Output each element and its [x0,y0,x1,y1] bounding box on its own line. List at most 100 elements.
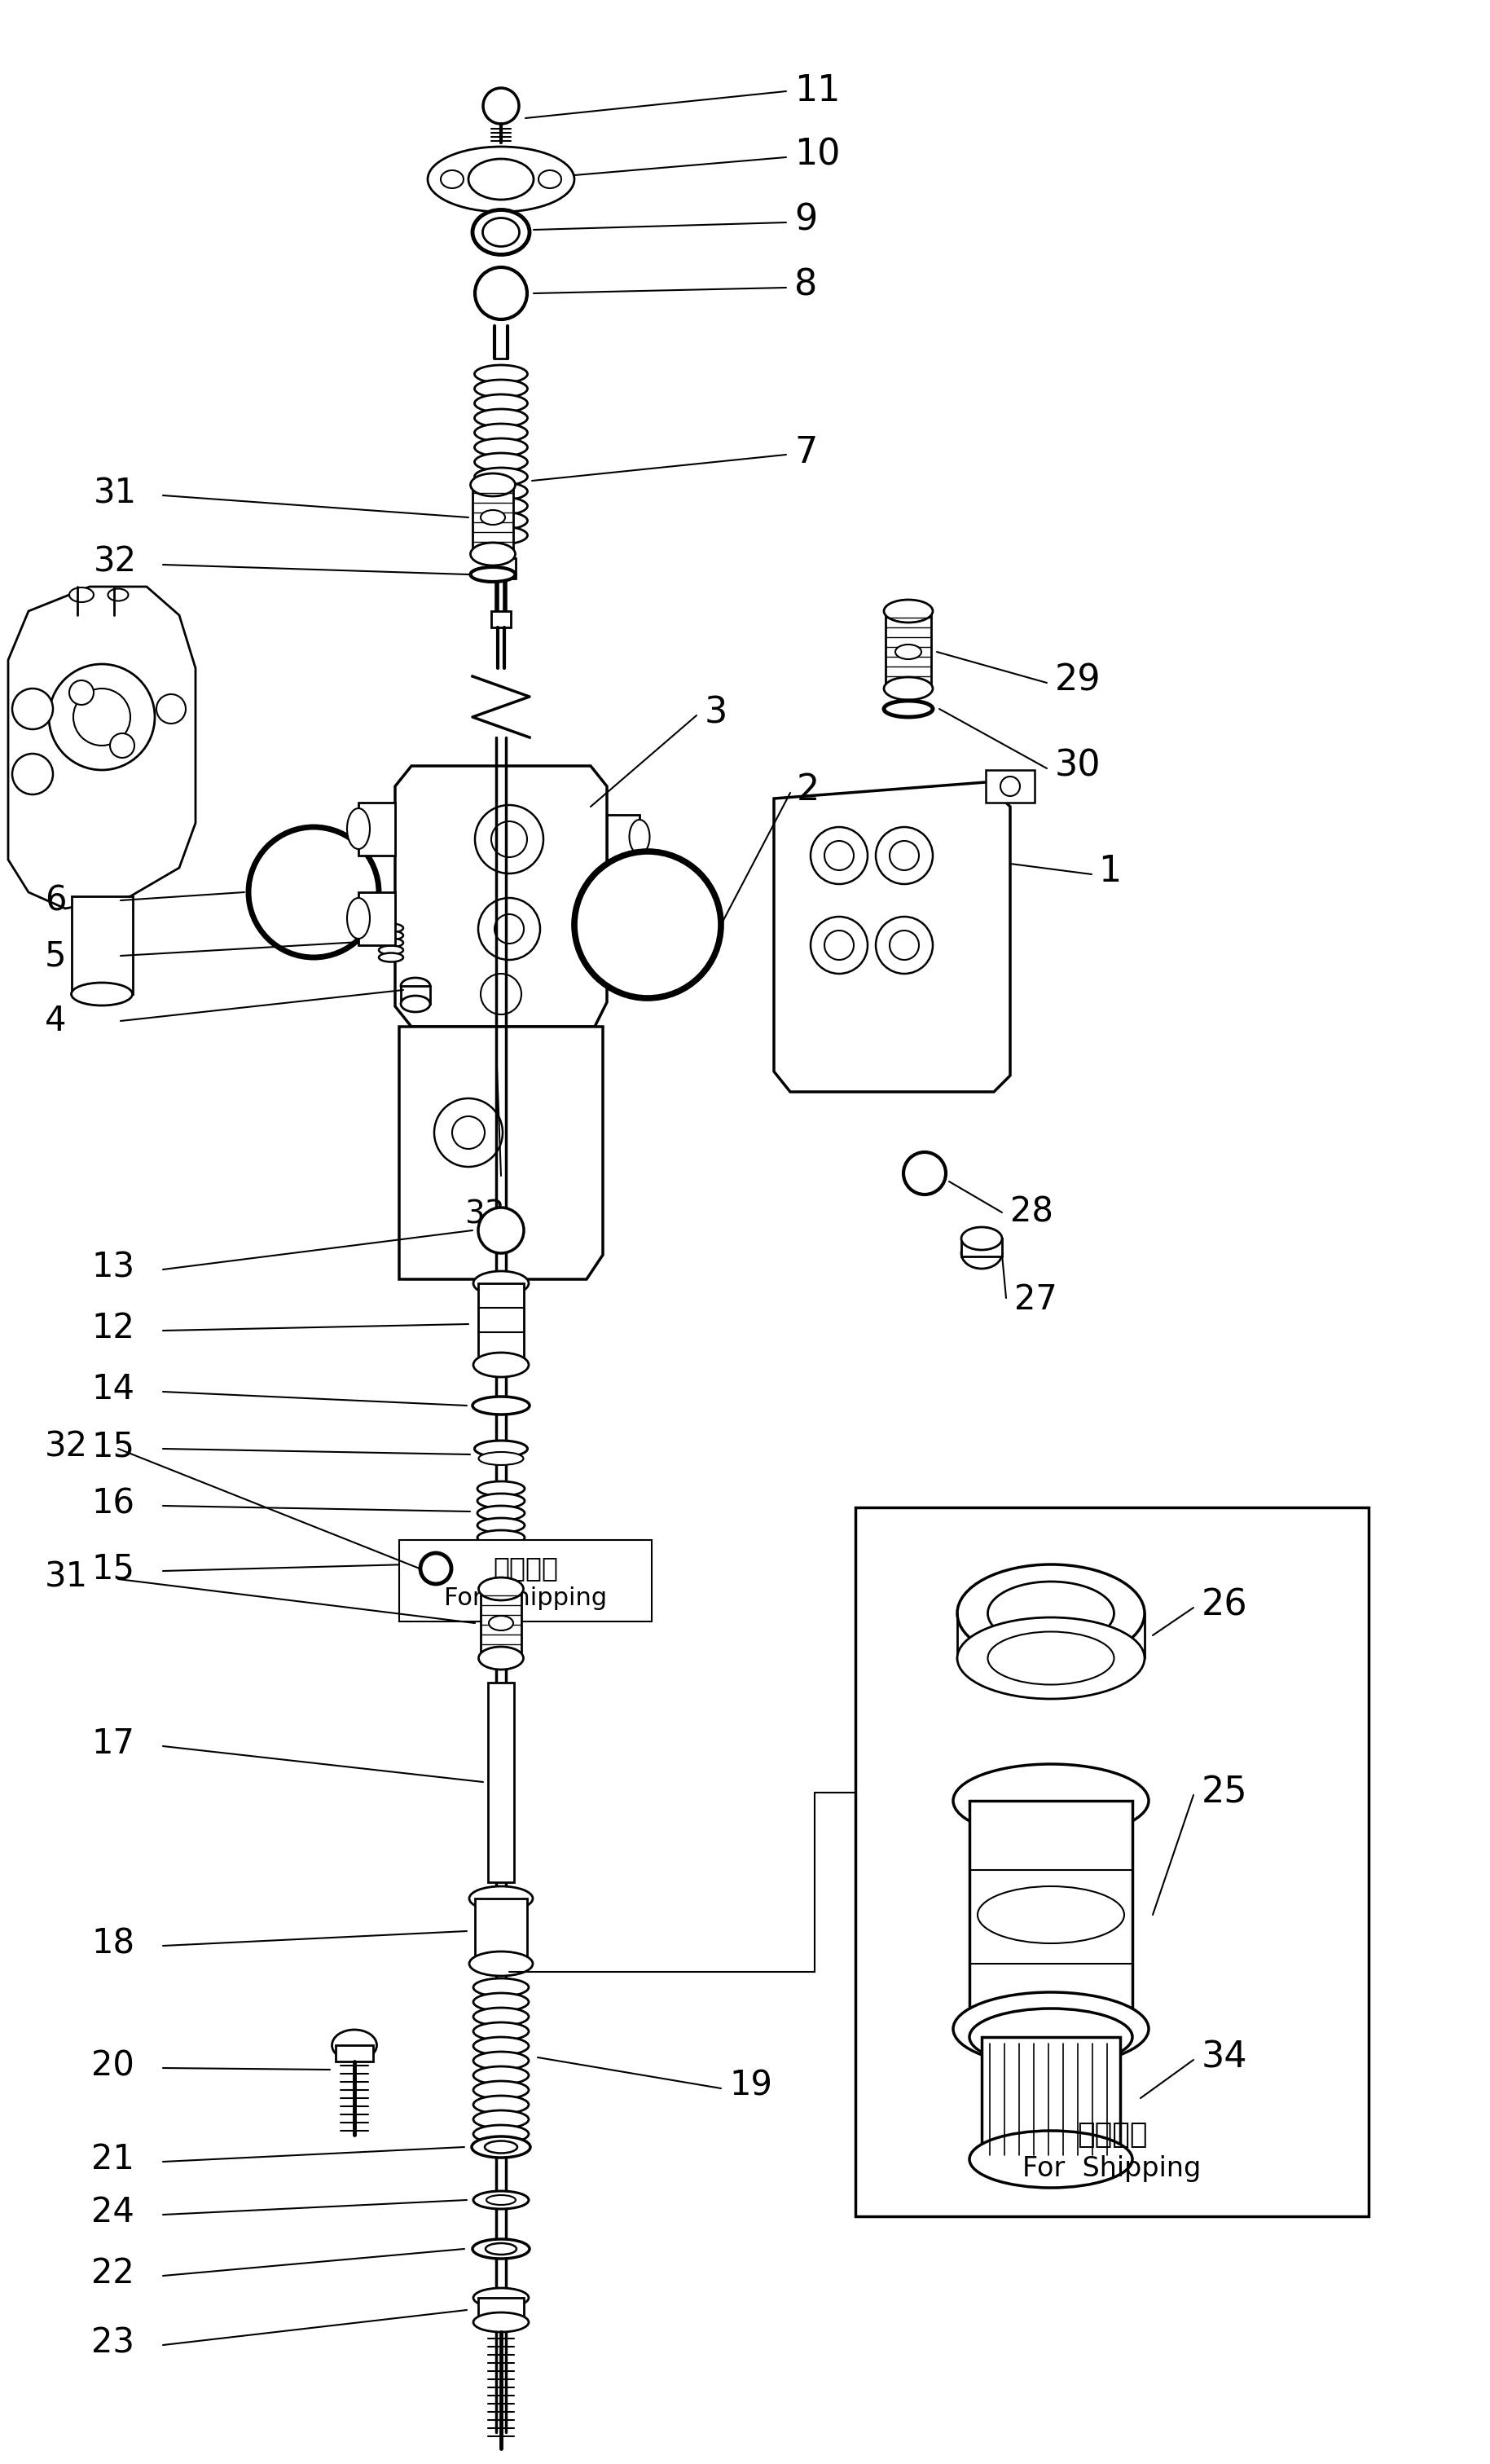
Ellipse shape [378,939,404,946]
Text: 32: 32 [94,545,137,579]
Bar [606,816,639,860]
Circle shape [574,853,721,998]
Polygon shape [7,586,195,909]
Ellipse shape [629,821,650,855]
Text: 5: 5 [45,939,67,973]
Ellipse shape [961,1227,1001,1249]
Ellipse shape [478,1451,523,1466]
Ellipse shape [474,2067,529,2085]
Ellipse shape [401,995,431,1013]
Text: For  Shipping: For Shipping [444,1587,606,1611]
Ellipse shape [472,209,529,254]
Circle shape [249,828,378,958]
Ellipse shape [474,2008,529,2025]
Bar [486,559,516,579]
Ellipse shape [988,1631,1115,1685]
Ellipse shape [474,483,527,500]
Text: 20: 20 [91,2048,134,2082]
Ellipse shape [957,1616,1144,1698]
Circle shape [903,1153,946,1195]
Ellipse shape [378,924,404,931]
Text: 21: 21 [91,2141,134,2176]
Ellipse shape [884,678,933,700]
Circle shape [495,914,524,944]
Circle shape [492,821,527,857]
Ellipse shape [474,2289,529,2309]
Bar [481,1589,522,1658]
Bar [475,1900,527,1964]
Ellipse shape [474,2124,529,2144]
Circle shape [156,695,186,724]
Circle shape [876,828,933,885]
Ellipse shape [486,2195,516,2205]
Text: 27: 27 [1015,1284,1058,1316]
Ellipse shape [957,1565,1144,1663]
Text: 28: 28 [1010,1195,1053,1230]
Ellipse shape [474,1979,529,1996]
Ellipse shape [474,424,527,441]
Bar [492,611,511,628]
Bar [478,2299,524,2321]
Bar [855,1508,1369,2215]
Ellipse shape [469,1951,533,1976]
Ellipse shape [472,2240,529,2259]
Ellipse shape [474,2038,529,2055]
Bar [606,892,639,934]
Ellipse shape [69,586,94,601]
Ellipse shape [378,931,404,939]
Ellipse shape [474,2023,529,2040]
Text: 30: 30 [1055,749,1101,784]
Circle shape [481,973,522,1015]
Ellipse shape [474,527,527,545]
Ellipse shape [441,170,463,187]
Ellipse shape [977,1887,1125,1944]
Ellipse shape [474,2190,529,2208]
Ellipse shape [961,1237,1001,1269]
Circle shape [478,897,539,961]
Ellipse shape [483,217,520,246]
Bar [489,1683,514,1882]
Bar [335,2045,372,2062]
Ellipse shape [478,1560,523,1572]
Ellipse shape [474,439,527,456]
Circle shape [69,680,94,705]
Text: 25: 25 [1201,1774,1247,1811]
Ellipse shape [474,513,527,530]
Text: 7: 7 [794,434,818,471]
Ellipse shape [401,978,431,993]
Bar [359,803,395,855]
Circle shape [12,687,54,729]
Ellipse shape [489,1616,513,1631]
Text: For  Shipping: For Shipping [1022,2156,1201,2183]
Bar [982,2038,1120,2158]
Text: 18: 18 [91,1927,134,1961]
Ellipse shape [477,1481,524,1496]
Text: 6: 6 [45,882,67,917]
Ellipse shape [332,2030,377,2060]
Bar [885,611,931,687]
Text: 8: 8 [794,269,818,303]
Ellipse shape [474,1353,529,1377]
Circle shape [890,840,919,870]
Text: 22: 22 [91,2257,134,2292]
Ellipse shape [468,158,533,200]
Ellipse shape [477,1506,524,1520]
Ellipse shape [474,498,527,515]
Circle shape [451,1116,484,1148]
Text: 31: 31 [94,476,137,510]
Text: 12: 12 [91,1311,134,1345]
Ellipse shape [474,2053,529,2070]
Circle shape [49,665,155,769]
Ellipse shape [474,409,527,426]
Ellipse shape [474,1547,527,1565]
Ellipse shape [477,1518,524,1533]
Ellipse shape [474,2311,529,2331]
Ellipse shape [477,1493,524,1508]
Ellipse shape [471,542,516,564]
Text: 19: 19 [729,2070,772,2104]
Text: 10: 10 [794,138,840,172]
Bar [399,1540,651,1621]
Ellipse shape [474,394,527,411]
Circle shape [478,1207,524,1254]
Ellipse shape [474,2109,529,2129]
